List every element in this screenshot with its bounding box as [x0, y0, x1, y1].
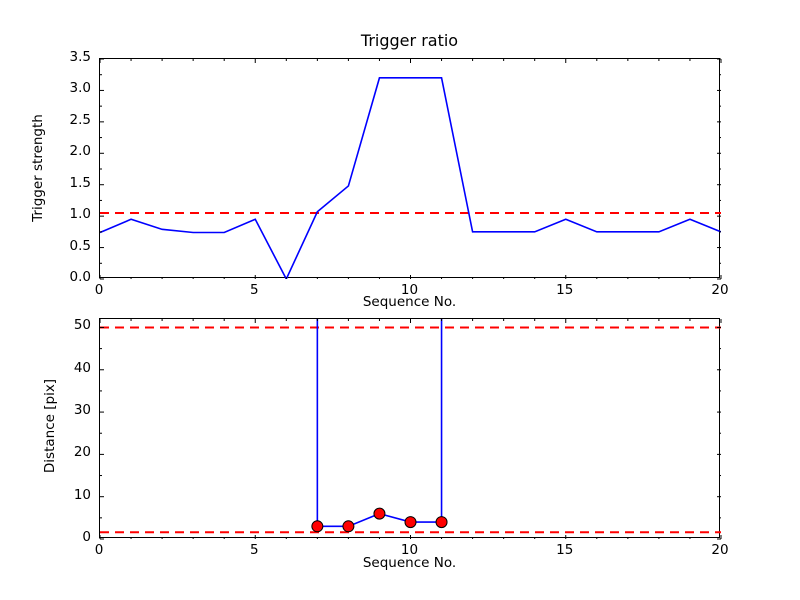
axis-label-y-distance: Distance [pix] [42, 378, 58, 474]
series-line [100, 77, 721, 279]
y-tick-label: 2.5 [69, 111, 91, 128]
x-tick-label: 10 [400, 282, 419, 298]
y-tick-label: 3.0 [69, 80, 91, 97]
distance-plot-svg [99, 319, 722, 540]
data-point-marker [404, 516, 417, 529]
axis-label-x-bottom: Sequence No. [362, 555, 457, 571]
y-tick-label: 30 [73, 402, 91, 419]
y-tick-label: 2.0 [69, 143, 91, 160]
plot-area-trigger-strength [99, 58, 722, 280]
y-tick-label: 50 [73, 317, 91, 334]
plot-area-distance [99, 318, 722, 540]
y-tick-label: 0.5 [69, 237, 91, 254]
x-tick-label: 15 [556, 542, 574, 558]
x-tick-label: 5 [249, 542, 259, 558]
y-tick-label: 1.0 [69, 206, 91, 223]
chart-title-trigger-ratio: Trigger ratio [360, 31, 459, 50]
data-point-marker [342, 520, 355, 533]
data-point-marker [373, 507, 386, 520]
y-tick-label: 20 [73, 444, 91, 461]
data-point-marker [435, 516, 448, 529]
data-point-marker [311, 520, 324, 533]
trigger-strength-plot-svg [99, 58, 722, 280]
y-tick-label: 1.5 [69, 174, 91, 191]
y-tick-label: 0.0 [69, 269, 91, 285]
x-tick-label: 5 [249, 282, 259, 298]
y-tick-label: 3.5 [69, 49, 91, 65]
x-tick-label: 10 [400, 542, 419, 558]
x-tick-label: 0 [94, 542, 104, 558]
x-tick-label: 20 [711, 542, 729, 558]
y-tick-label: 40 [73, 359, 91, 376]
y-tick-label: 10 [73, 486, 91, 503]
x-tick-label: 0 [94, 282, 104, 298]
x-tick-label: 15 [556, 282, 574, 298]
x-tick-label: 20 [711, 282, 729, 298]
axis-label-x-top: Sequence No. [362, 294, 457, 310]
y-tick-label: 0 [82, 529, 91, 545]
